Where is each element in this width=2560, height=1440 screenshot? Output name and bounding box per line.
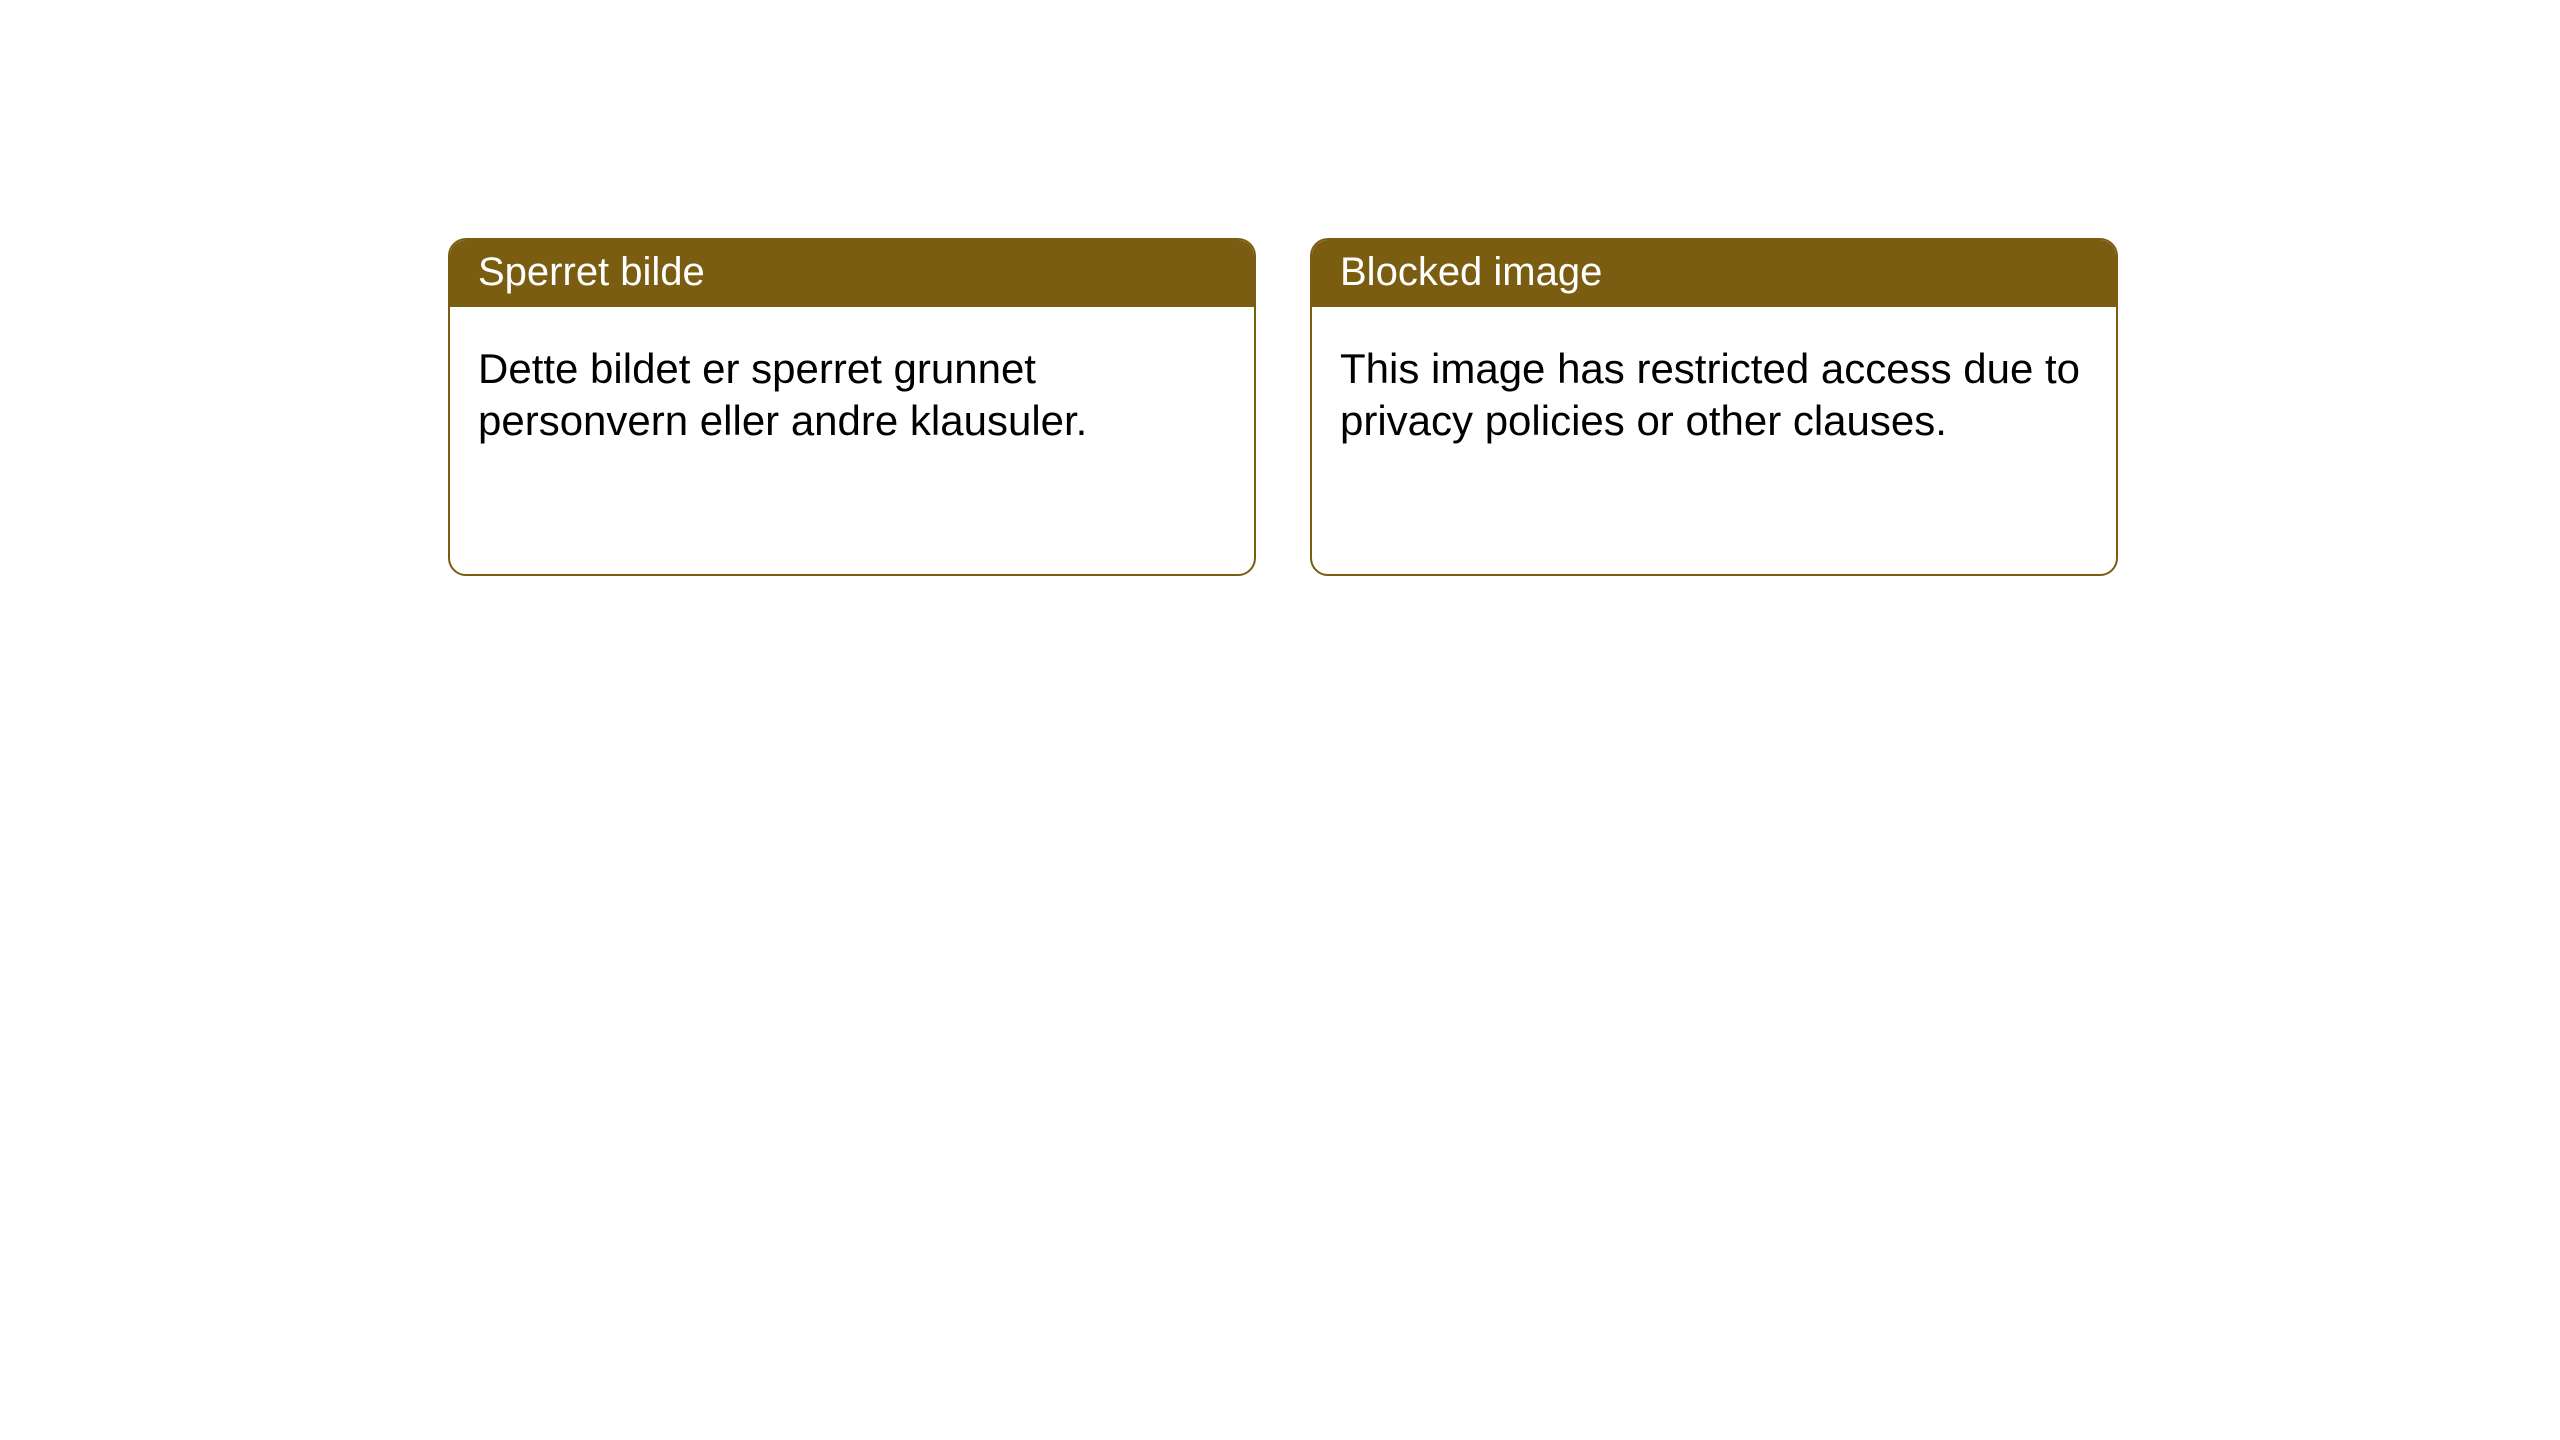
notice-title: Sperret bilde bbox=[478, 250, 705, 294]
notice-body-text: Dette bildet er sperret grunnet personve… bbox=[478, 345, 1087, 444]
notice-box-norwegian: Sperret bilde Dette bildet er sperret gr… bbox=[448, 238, 1256, 576]
notice-title: Blocked image bbox=[1340, 250, 1602, 294]
notices-container: Sperret bilde Dette bildet er sperret gr… bbox=[0, 0, 2560, 576]
notice-header: Sperret bilde bbox=[450, 240, 1254, 307]
notice-body: Dette bildet er sperret grunnet personve… bbox=[450, 307, 1254, 475]
notice-box-english: Blocked image This image has restricted … bbox=[1310, 238, 2118, 576]
notice-body: This image has restricted access due to … bbox=[1312, 307, 2116, 475]
notice-body-text: This image has restricted access due to … bbox=[1340, 345, 2080, 444]
notice-header: Blocked image bbox=[1312, 240, 2116, 307]
